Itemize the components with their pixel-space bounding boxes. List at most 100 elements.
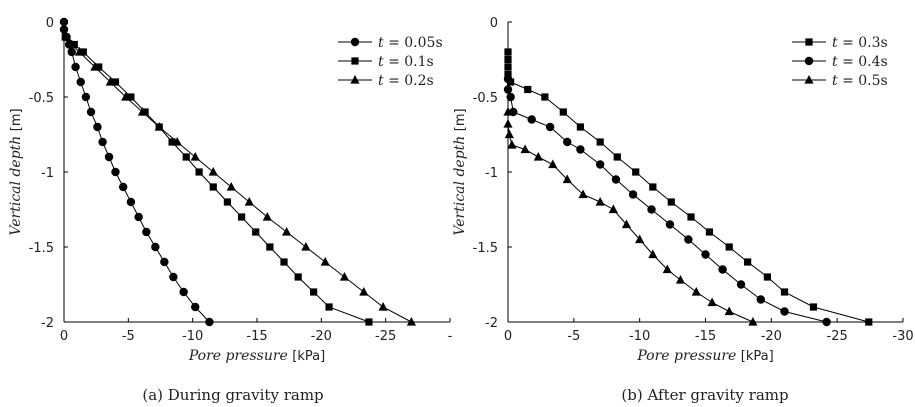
data-point	[865, 318, 873, 326]
legend-marker	[804, 56, 814, 66]
data-point	[59, 17, 69, 27]
data-point	[647, 205, 656, 214]
data-point	[205, 317, 214, 327]
data-point	[736, 280, 746, 289]
legend-value: = 0.1s	[384, 54, 434, 70]
y-tick-label: -0.5	[29, 91, 54, 106]
legend-entry: t = 0.2s	[338, 73, 434, 89]
data-point	[527, 115, 536, 124]
data-point	[563, 137, 572, 147]
legend-entry: t = 0.05s	[338, 35, 443, 51]
legend-label: t = 0.1s	[378, 54, 434, 70]
legend-entry: t = 0.1s	[338, 54, 434, 70]
data-point	[780, 288, 789, 296]
x-tick-label: -20	[311, 329, 332, 344]
data-point	[504, 63, 512, 71]
data-point	[822, 317, 831, 327]
series-line	[507, 79, 827, 323]
data-point	[596, 138, 604, 146]
x-tick-label: -20	[761, 329, 782, 344]
data-point	[301, 242, 311, 251]
series-circle	[59, 17, 214, 327]
data-point	[79, 48, 87, 56]
data-point	[545, 122, 555, 132]
data-point	[118, 182, 128, 192]
data-point	[266, 243, 274, 251]
data-point	[576, 123, 585, 131]
data-point	[576, 145, 585, 154]
data-point	[613, 153, 621, 161]
data-point	[506, 92, 515, 102]
data-point	[705, 228, 714, 236]
data-point	[503, 119, 513, 128]
y-tick-label: 0	[490, 16, 498, 31]
data-point	[684, 235, 693, 244]
data-point	[191, 302, 200, 312]
series-triangle	[61, 32, 416, 326]
data-point	[406, 317, 416, 326]
legend-entry: t = 0.5s	[792, 73, 888, 89]
panel-caption: (a) During gravity ramp	[142, 386, 323, 404]
data-point	[237, 213, 246, 221]
data-point	[378, 302, 388, 311]
legend-variable: t	[832, 54, 838, 70]
data-point	[559, 108, 567, 116]
legend-entry: t = 0.4s	[792, 54, 888, 70]
data-point	[320, 257, 330, 266]
x-tick-label: -	[448, 329, 453, 344]
data-point	[359, 287, 369, 296]
x-tick-label: -30	[892, 329, 913, 344]
data-point	[632, 168, 640, 176]
y-tick-label: -2	[485, 316, 498, 331]
data-point	[809, 303, 818, 311]
y-axis-unit: [m]	[9, 108, 24, 131]
data-point	[126, 197, 136, 207]
y-axis-label: Vertical depth [m]	[452, 108, 468, 235]
data-point	[701, 250, 710, 259]
data-point	[503, 107, 513, 116]
legend-label: t = 0.05s	[378, 35, 443, 51]
data-point	[548, 159, 558, 169]
data-point	[524, 85, 532, 94]
data-point	[621, 219, 632, 229]
data-point	[756, 295, 765, 304]
series-square	[504, 48, 873, 326]
data-point	[151, 242, 160, 252]
data-point	[67, 47, 76, 57]
y-axis-label: Vertical depth [m]	[8, 108, 24, 235]
x-axis-label: Pore pressure [kPa]	[636, 348, 773, 364]
data-point	[208, 167, 218, 176]
data-point	[533, 152, 543, 161]
data-point	[507, 140, 517, 149]
data-point	[209, 183, 217, 191]
data-point	[111, 167, 120, 177]
data-point	[675, 275, 686, 284]
data-point	[86, 107, 96, 117]
x-axis-label: Pore pressure [kPa]	[188, 348, 325, 364]
data-point	[595, 160, 605, 169]
x-tick-label: -5	[122, 329, 135, 344]
data-point	[95, 63, 103, 71]
legend-value: = 0.4s	[838, 54, 888, 70]
data-point	[280, 258, 288, 266]
data-point	[780, 307, 789, 316]
data-point	[90, 62, 100, 71]
data-point	[635, 234, 645, 244]
legend-label: t = 0.2s	[378, 73, 434, 89]
data-point	[262, 212, 272, 221]
data-point	[67, 39, 77, 49]
panel-a: 0 -5 -10 -15 -20 -25 - 0 -0.5 -1 -1.5 -2 Pore pressu…	[8, 16, 453, 404]
x-tick-label: -25	[375, 329, 396, 344]
y-tick-label: -1	[485, 166, 498, 181]
x-tick-label: -5	[567, 329, 580, 344]
data-point	[541, 93, 549, 101]
data-point	[649, 183, 657, 191]
legend-marker	[804, 75, 814, 84]
data-point	[691, 287, 701, 296]
series-triangle	[503, 107, 758, 326]
data-point	[105, 77, 115, 86]
data-point	[504, 55, 512, 64]
legend-variable: t	[378, 54, 384, 70]
y-tick-label: -0.5	[473, 91, 498, 106]
